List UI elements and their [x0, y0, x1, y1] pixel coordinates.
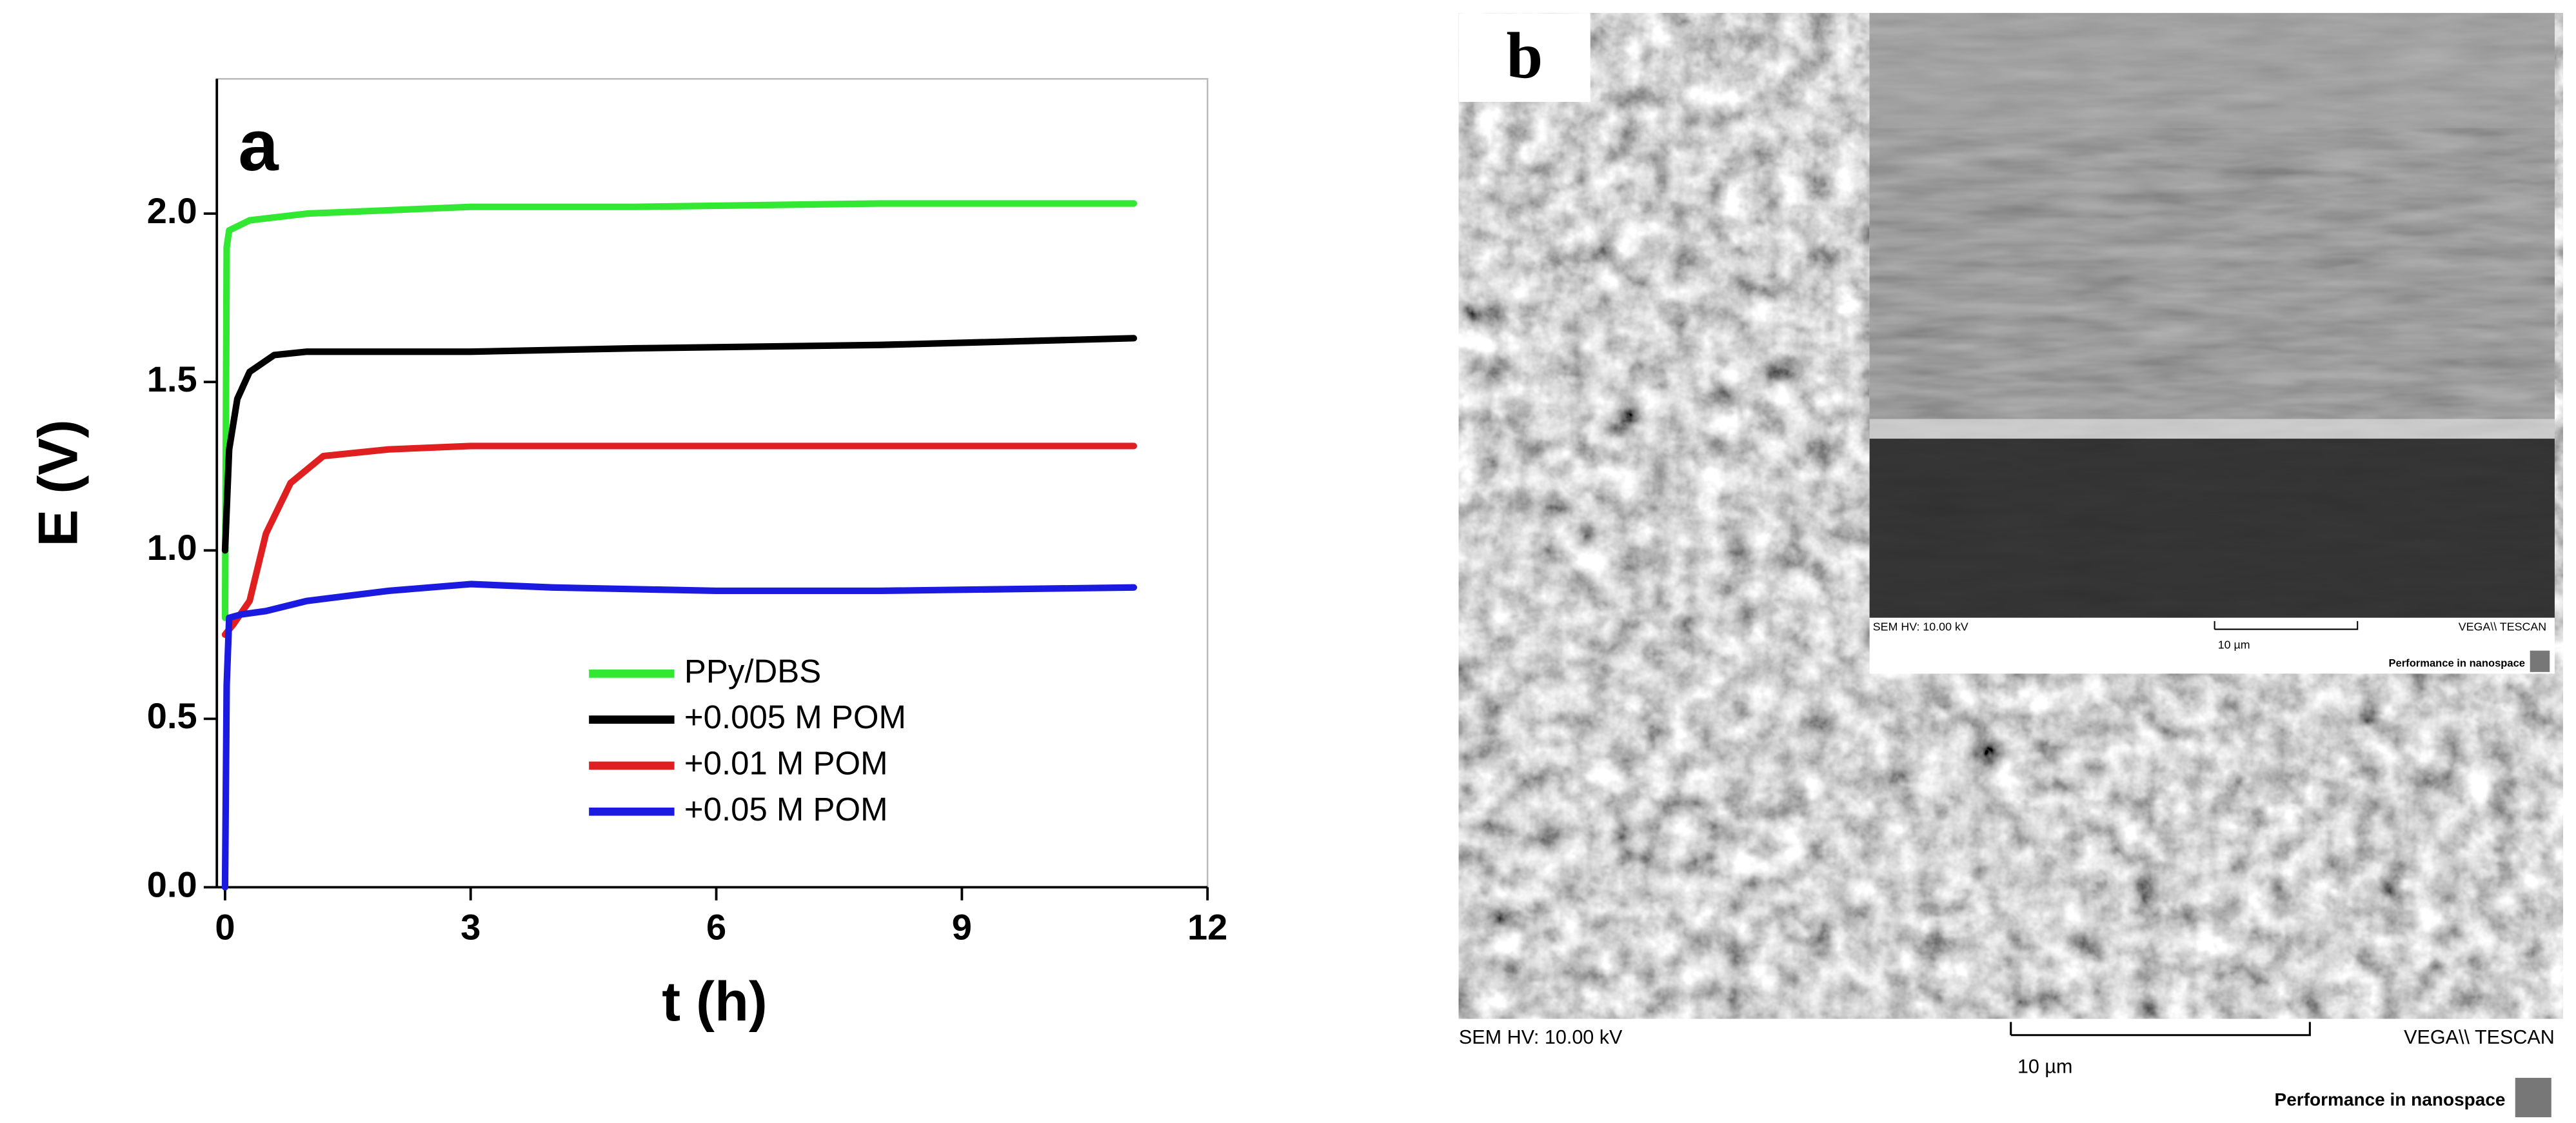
inset-brand: VEGA\\ TESCAN [2459, 621, 2546, 633]
inset-info: SEM HV: 10.00 kV [1873, 621, 1968, 633]
y-tick-label: 1.0 [147, 527, 197, 568]
x-tick-label: 0 [215, 907, 235, 948]
x-tick-label: 12 [1187, 907, 1227, 948]
sem-image: b SEM HV: 10.00 kV 10 µm VEGA\\ TESCAN P… [1458, 13, 2563, 1118]
sem-slogan: Performance in nanospace [2275, 1089, 2506, 1109]
sem-info: SEM HV: 10.00 kV [1459, 1026, 1623, 1048]
legend-label: +0.01 M POM [684, 744, 888, 781]
x-tick-label: 9 [952, 907, 972, 948]
sem-brand: VEGA\\ TESCAN [2404, 1026, 2555, 1048]
y-tick-label: 2.0 [147, 190, 197, 231]
inset-scale-label: 10 µm [2218, 639, 2250, 651]
data-line [221, 335, 1138, 554]
inset-footer [1869, 617, 2555, 674]
inset-slogan: Performance in nanospace [2389, 657, 2526, 669]
inset-substrate [1869, 439, 2555, 618]
data-line [221, 581, 1138, 891]
inset-scale-bar [2214, 621, 2359, 630]
x-axis-title: t (h) [662, 971, 767, 1033]
data-line [221, 200, 1138, 621]
data-line [221, 442, 1138, 638]
y-tick-label: 0.0 [147, 864, 197, 904]
panel-annotation: a [238, 105, 279, 186]
scale-label: 10 µm [2017, 1056, 2073, 1078]
y-tick-label: 1.5 [147, 359, 197, 399]
scale-bar [2010, 1022, 2311, 1037]
inset-logo [2530, 650, 2550, 672]
legend-label: PPy/DBS [684, 653, 821, 690]
logo [2515, 1077, 2551, 1118]
label-box [1458, 13, 1590, 102]
y-axis-title: E (V) [28, 419, 90, 546]
x-tick-label: 6 [706, 907, 726, 948]
legend-label: +0.005 M POM [684, 699, 906, 735]
legend-label: +0.05 M POM [684, 791, 888, 828]
inset-edge [1869, 419, 2555, 439]
x-tick-label: 3 [461, 907, 481, 948]
inset-top [1869, 13, 2555, 128]
y-tick-label: 0.5 [147, 695, 197, 736]
panel-label: b [1506, 19, 1543, 92]
